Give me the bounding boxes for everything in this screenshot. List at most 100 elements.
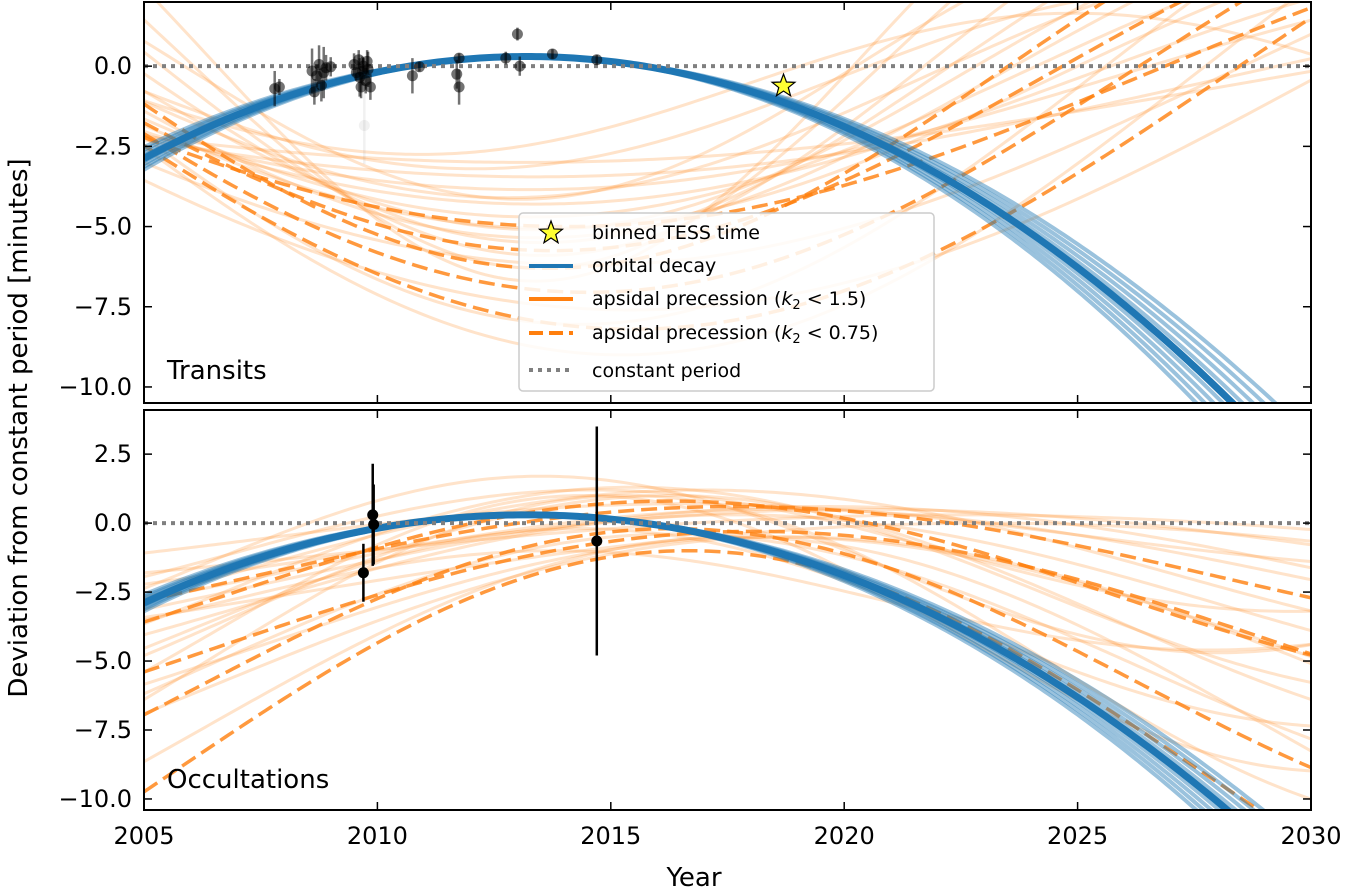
y-tick-label: −2.5	[74, 132, 132, 160]
apsidal-k2-1.5-curve-2	[144, 2, 1050, 245]
apsidal-k2-1.5-curve-9	[155, 2, 916, 283]
apsidal-k2-1.5-curve-18	[144, 2, 966, 201]
data-point-1	[273, 81, 285, 93]
data-point-17	[358, 120, 370, 132]
occultations-x-ticks: 2005 2010 2015 2020 2025 2030	[113, 410, 1342, 850]
legend-label-apsidal-2: apsidal precession (k2 < 0.75)	[592, 322, 878, 347]
apsidal-k2-0.75-curve-3	[144, 526, 1311, 770]
legend-entry-decay: orbital decay	[529, 255, 716, 277]
apsidal-k2-1.5-curve-1	[144, 507, 1311, 602]
data-point-25	[451, 68, 463, 80]
data-point-31	[591, 54, 603, 66]
occultations-curves	[144, 474, 1311, 810]
legend: binned TESS time orbital decay apsidal p…	[518, 212, 935, 392]
legend-entry-apsidal-2: apsidal precession (k2 < 0.75)	[529, 322, 878, 347]
apsidal-k2-1.5-curve-7	[144, 513, 1311, 637]
y-tick-label: −10.0	[58, 785, 132, 813]
y-tick-label: −7.5	[74, 293, 132, 321]
y-tick-label: −7.5	[74, 716, 132, 744]
data-point-6	[315, 79, 327, 91]
orbital-decay-curve-8	[144, 512, 1200, 810]
orbital-decay-curve-5	[144, 512, 1223, 810]
y-axis-title: Deviation from constant period [minutes]	[4, 158, 34, 697]
legend-label-tess: binned TESS time	[592, 222, 760, 244]
orbital-decay-curve-7	[144, 54, 1208, 403]
y-tick-label: −10.0	[58, 373, 132, 401]
apsidal-k2-1.5-curve-19	[144, 474, 1311, 655]
data-point-30	[546, 48, 558, 60]
transits-x-ticks	[143, 2, 1312, 403]
occultations-data-points	[357, 426, 603, 656]
transits-axes-frame	[143, 1, 1312, 404]
orbital-decay-curve-8	[144, 54, 1200, 403]
x-tick-label: 2020	[814, 822, 875, 850]
transits-panel: 0.0 −2.5 −5.0 −7.5 −10.0 Transits binned TES…	[58, 1, 1312, 404]
data-point-23	[413, 61, 425, 73]
y-tick-label: 2.5	[94, 440, 132, 468]
x-tick-label: 2010	[347, 822, 408, 850]
occultations-axes-frame	[143, 409, 1312, 811]
apsidal-k2-1.5-curve-15	[144, 521, 1311, 619]
data-point-28	[511, 28, 523, 40]
apsidal-k2-1.5-curve-6	[144, 57, 1311, 179]
x-tick-label: 2030	[1280, 822, 1341, 850]
transits-curves	[144, 2, 1311, 403]
data-point-0	[357, 567, 369, 579]
transits-panel-label: Transits	[166, 356, 267, 386]
occultations-y-ticks: 2.5 0.0 −2.5 −5.0 −7.5 −10.0	[58, 440, 1311, 813]
data-point-3	[308, 86, 320, 98]
data-point-21	[364, 81, 376, 93]
apsidal-k2-1.5-curve-10	[144, 2, 1136, 240]
y-tick-label: 0.0	[94, 509, 132, 537]
legend-entry-tess: binned TESS time	[537, 219, 760, 245]
data-point-29	[514, 60, 526, 72]
y-tick-label: 0.0	[94, 52, 132, 80]
tess-star-marker	[770, 72, 797, 98]
legend-entry-constant: constant period	[529, 360, 741, 382]
data-point-3	[591, 535, 603, 547]
transits-y-ticks: 0.0 −2.5 −5.0 −7.5 −10.0	[58, 52, 1311, 401]
apsidal-k2-1.5-curve-5	[144, 513, 1311, 575]
orbital-decay-curve-7	[144, 512, 1207, 810]
apsidal-k2-1.5-curve-2	[144, 485, 1311, 684]
x-tick-label: 2025	[1047, 822, 1108, 850]
apsidal-k2-1.5-curve-11	[144, 2, 1225, 230]
data-point-2	[368, 518, 380, 530]
orbital-decay-curve-4	[144, 53, 1238, 403]
occultations-panel-label: Occultations	[167, 765, 329, 795]
occultations-plot-area	[144, 410, 1311, 810]
apsidal-k2-1.5-curve-16	[144, 11, 1311, 156]
apsidal-k2-1.5-curve-6	[144, 494, 1311, 773]
apsidal-k2-1.5-curve-4	[144, 494, 1311, 701]
apsidal-k2-0.75-curve-1	[144, 499, 1311, 657]
orbital-decay-curve-4	[144, 511, 1233, 810]
data-point-24	[453, 52, 465, 64]
x-tick-label: 2015	[580, 822, 641, 850]
data-point-27	[500, 52, 512, 64]
data-point-22	[406, 70, 418, 82]
apsidal-k2-1.5-curve-0	[144, 488, 1311, 613]
legend-entry-apsidal-1: apsidal precession (k2 < 1.5)	[529, 288, 866, 313]
apsidal-k2-1.5-curve-4	[144, 18, 1311, 192]
apsidal-k2-1.5-curve-1	[144, 2, 1186, 219]
apsidal-k2-0.75-curve-4	[144, 548, 1262, 810]
legend-frame	[518, 212, 935, 392]
data-point-26	[453, 81, 465, 93]
legend-label-constant: constant period	[592, 360, 741, 382]
apsidal-k2-0.75-curve-0	[144, 504, 1311, 603]
apsidal-k2-1.5-curve-7	[144, 2, 952, 270]
transits-data-points	[269, 27, 797, 165]
apsidal-k2-0.75-curve-2	[144, 2, 1244, 295]
apsidal-k2-1.5-curve-5	[144, 2, 1010, 257]
apsidal-k2-1.5-curve-12	[144, 2, 1106, 200]
apsidal-k2-1.5-curve-10	[144, 488, 1311, 613]
y-tick-label: −2.5	[74, 578, 132, 606]
y-tick-label: −5.0	[74, 647, 132, 675]
legend-label-decay: orbital decay	[592, 255, 716, 277]
orbital-decay-curve-6	[144, 512, 1215, 810]
apsidal-k2-1.5-curve-8	[144, 505, 1311, 611]
apsidal-k2-1.5-curve-3	[144, 2, 1304, 206]
orbital-decay-curve-6	[144, 54, 1217, 403]
apsidal-k2-1.5-curve-8	[144, 69, 1311, 164]
